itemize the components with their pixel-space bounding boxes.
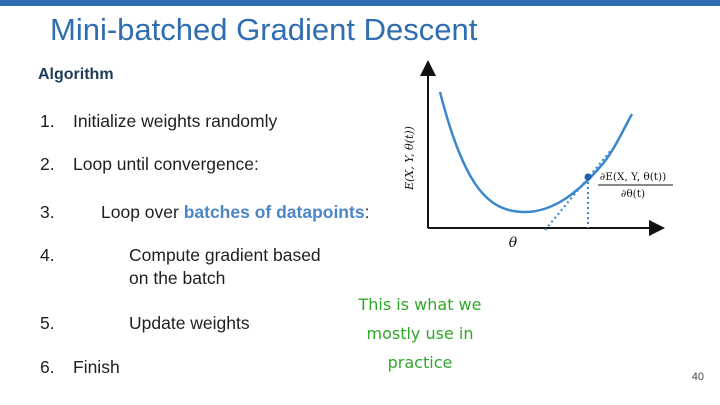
loss-curve-diagram: E(X, Y, θ(t)) θ ∂E(X, Y, θ(t)) ∂θ(t) [403, 60, 673, 251]
step-text: Initialize weights randomly [73, 111, 278, 131]
handwritten-note: This is what we mostly use in practice [335, 290, 505, 377]
step-number: 2. [40, 154, 55, 174]
y-axis-label: E(X, Y, θ(t)) [403, 126, 416, 191]
slide-title: Mini-batched Gradient Descent [50, 12, 478, 47]
derivative-numerator: ∂E(X, Y, θ(t)) [600, 171, 666, 183]
step-text: Finish [73, 357, 120, 377]
x-axis-label: θ [509, 235, 518, 251]
step-text: Loop until convergence: [73, 154, 259, 174]
step-text-line-2: on the batch [129, 268, 226, 288]
step-number: 6. [40, 357, 55, 377]
step-text-highlight: batches of datapoints [183, 202, 365, 222]
step-number: 4. [40, 245, 55, 265]
top-accent-bar [0, 0, 720, 6]
step-text: Loop over batches of datapoints: [101, 201, 369, 223]
step-text-line-1: Compute gradient based [129, 245, 321, 265]
step-text-post: : [364, 202, 370, 222]
loss-curve [438, 91, 634, 214]
current-point [584, 173, 592, 181]
step-number: 3. [40, 202, 55, 222]
step-text: Update weights [129, 313, 250, 333]
note-line-3: practice [387, 353, 453, 372]
step-text-pre: Loop over [101, 202, 184, 222]
step-number: 5. [40, 313, 55, 333]
algorithm-heading: Algorithm [38, 66, 114, 83]
note-line-2: mostly use in [366, 324, 474, 343]
step-number: 1. [40, 111, 55, 131]
slide-number: 40 [691, 371, 704, 383]
derivative-denominator: ∂θ(t) [621, 188, 645, 200]
note-line-1: This is what we [358, 295, 482, 314]
